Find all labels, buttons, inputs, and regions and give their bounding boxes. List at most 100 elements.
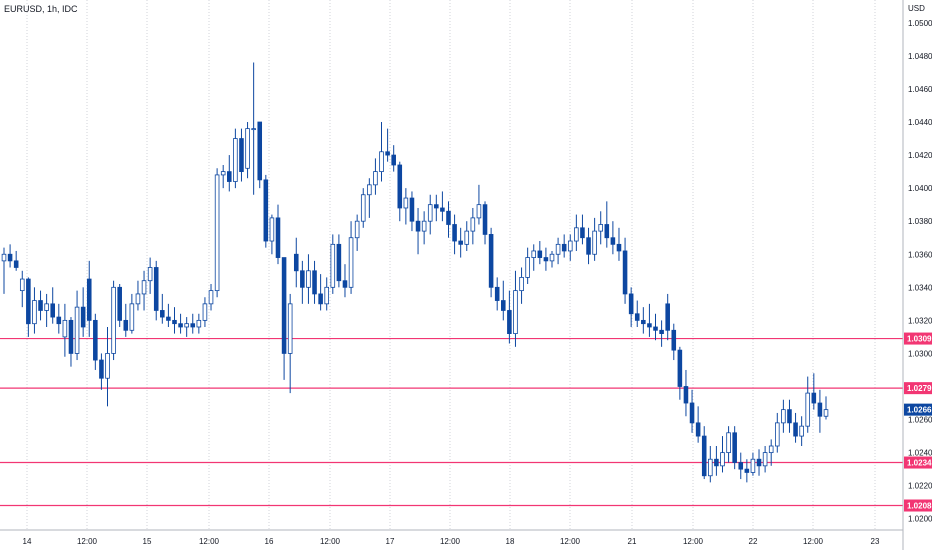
candle <box>32 287 37 334</box>
candle-body <box>32 300 37 325</box>
candle-body <box>275 217 281 258</box>
candle-body <box>793 422 798 437</box>
candle <box>421 211 427 245</box>
candle <box>160 293 165 324</box>
candle <box>531 244 537 271</box>
level-badge <box>904 332 932 345</box>
candle-body <box>586 237 591 255</box>
candle <box>756 449 762 476</box>
candle <box>695 406 701 443</box>
candle-body <box>567 240 573 252</box>
candle <box>172 307 177 334</box>
candle-body <box>196 319 202 328</box>
x-tick-label: 17 <box>386 537 395 546</box>
grid-layer <box>26 0 876 530</box>
candle-body <box>184 323 189 328</box>
candle <box>306 254 311 304</box>
candle <box>708 446 713 483</box>
candle-body <box>750 458 756 473</box>
candle <box>379 122 384 182</box>
candle-body <box>153 267 159 311</box>
candle-body <box>714 458 719 467</box>
candle <box>281 257 287 380</box>
candle-body <box>26 278 31 325</box>
candle <box>324 277 329 311</box>
candle <box>233 128 238 189</box>
candle-body <box>293 253 299 272</box>
candle <box>452 214 457 255</box>
symbol-title: EURUSD, 1h, IDC <box>4 4 78 14</box>
candle-body <box>342 280 348 288</box>
candle-body <box>738 462 744 470</box>
candle-body <box>775 422 780 447</box>
candle-body <box>38 300 43 311</box>
candle-body <box>701 435 707 477</box>
candle <box>476 184 482 225</box>
candle-body <box>287 303 293 354</box>
candle-body <box>677 349 683 387</box>
candle-body <box>123 319 129 331</box>
candle <box>263 174 269 248</box>
candle-body <box>245 128 250 169</box>
candle-body <box>537 250 543 258</box>
x-tick-label: 16 <box>265 537 274 546</box>
candle-body <box>227 171 232 182</box>
candle-body <box>434 204 439 209</box>
candle-body <box>671 329 677 351</box>
candle-body <box>190 323 196 328</box>
candle-body <box>281 257 287 354</box>
candle <box>7 244 13 268</box>
candle-body <box>7 253 13 262</box>
y-tick-label: 1.0260 <box>908 416 932 425</box>
candle <box>750 452 756 476</box>
candle-body <box>385 151 390 156</box>
candle <box>659 320 664 347</box>
candle-body <box>421 220 427 232</box>
candle-body <box>233 138 238 182</box>
candle <box>610 221 616 255</box>
candle-body <box>628 293 634 315</box>
candle <box>701 426 707 480</box>
candle <box>787 399 792 433</box>
horizontal-levels <box>0 337 903 507</box>
candle-body <box>409 197 415 222</box>
candle-body <box>598 224 603 232</box>
candle-body <box>726 432 731 454</box>
candle-body <box>251 128 256 131</box>
candle-body <box>354 220 360 239</box>
candle-body <box>482 204 488 235</box>
candle-body <box>744 468 750 473</box>
candle <box>38 290 43 321</box>
x-tick-label: 21 <box>628 537 637 546</box>
candle <box>153 260 159 321</box>
candle-body <box>647 323 652 328</box>
candle <box>817 389 823 433</box>
candle-body <box>641 319 646 325</box>
candle <box>768 439 774 466</box>
candle-body <box>470 217 476 232</box>
candle <box>567 234 573 261</box>
x-tick-label: 14 <box>23 537 32 546</box>
candle <box>287 293 293 394</box>
candle <box>586 227 591 265</box>
x-tick-label: 22 <box>749 537 758 546</box>
candle <box>330 234 336 294</box>
candle-body <box>135 293 141 305</box>
candle <box>360 188 366 228</box>
x-tick-label: 15 <box>143 537 152 546</box>
y-tick-label: 1.0400 <box>908 184 932 193</box>
candle <box>464 221 470 251</box>
y-tick-label: 1.0380 <box>908 217 932 226</box>
x-tick-label: 12:00 <box>440 537 461 546</box>
candle-body <box>762 452 768 467</box>
candle <box>251 62 256 195</box>
candle-body <box>56 316 62 325</box>
candle-body <box>689 402 695 424</box>
candle <box>403 188 409 225</box>
candle-body <box>111 286 116 354</box>
x-tick-label: 12:00 <box>320 537 341 546</box>
candle-body <box>300 270 305 288</box>
candle <box>19 270 25 308</box>
candle <box>616 227 622 261</box>
